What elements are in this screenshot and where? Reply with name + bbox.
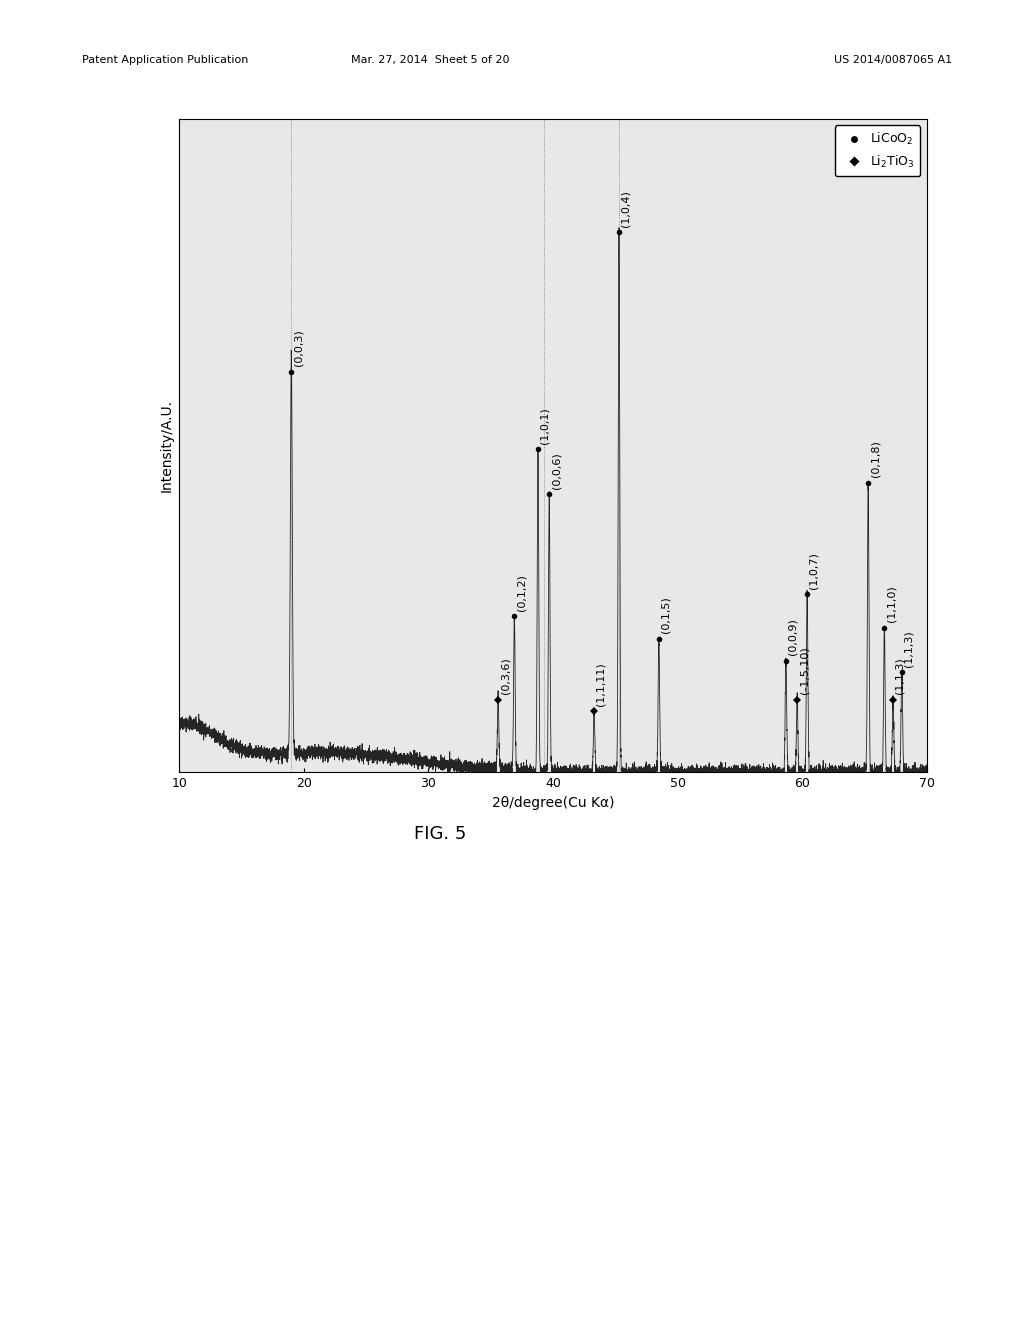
- Text: (1,1,0): (1,1,0): [886, 585, 896, 622]
- X-axis label: 2θ/degree(Cu Kα): 2θ/degree(Cu Kα): [492, 796, 614, 809]
- Text: (0,1,8): (0,1,8): [870, 441, 880, 478]
- Text: (0,0,3): (0,0,3): [293, 330, 303, 366]
- Text: US 2014/0087065 A1: US 2014/0087065 A1: [835, 55, 952, 66]
- Text: (1,0,4): (1,0,4): [621, 190, 631, 227]
- Text: (0,3,6): (0,3,6): [500, 657, 510, 694]
- Text: (1,0,1): (1,0,1): [540, 408, 550, 444]
- Y-axis label: Intensity/A.U.: Intensity/A.U.: [160, 399, 174, 492]
- Text: (1,0,7): (1,0,7): [809, 552, 819, 589]
- Text: (1,1,3): (1,1,3): [903, 630, 913, 667]
- Text: (1,1,11): (1,1,11): [596, 661, 606, 706]
- Legend: LiCoO$_2$, Li$_2$TiO$_3$: LiCoO$_2$, Li$_2$TiO$_3$: [835, 125, 921, 176]
- Text: Mar. 27, 2014  Sheet 5 of 20: Mar. 27, 2014 Sheet 5 of 20: [351, 55, 509, 66]
- Text: (-1,5,10): (-1,5,10): [799, 647, 809, 694]
- Text: (0,0,9): (0,0,9): [787, 619, 798, 656]
- Text: (0,1,5): (0,1,5): [660, 597, 671, 634]
- Text: (0,0,6): (0,0,6): [551, 451, 561, 488]
- Text: FIG. 5: FIG. 5: [414, 825, 467, 843]
- Text: (1,1,3): (1,1,3): [895, 657, 905, 694]
- Text: Patent Application Publication: Patent Application Publication: [82, 55, 248, 66]
- Text: (0,1,2): (0,1,2): [516, 574, 526, 611]
